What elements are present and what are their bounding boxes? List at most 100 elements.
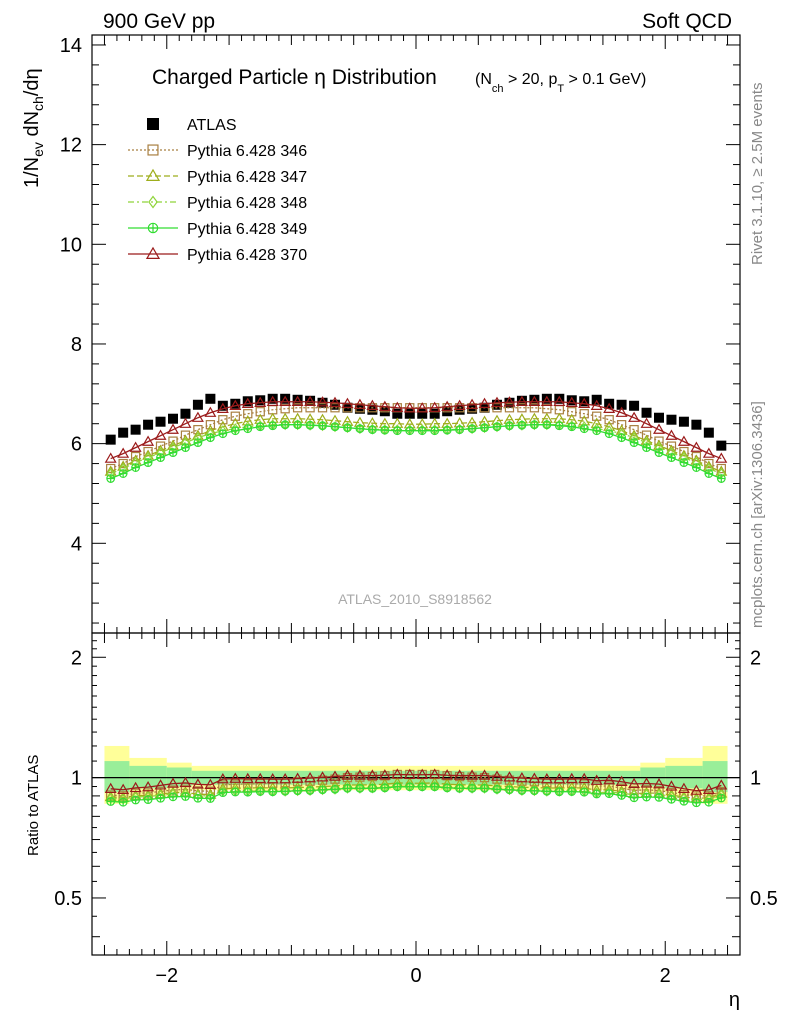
legend-label-pythia-6-428-347: Pythia 6.428 347 xyxy=(187,169,307,186)
point-pythia-6-428-348-32 xyxy=(505,420,514,432)
point-atlas-14 xyxy=(280,393,291,404)
point-pythia-6-428-349-9 xyxy=(218,429,228,439)
point-pythia-6-428-348-29 xyxy=(467,423,477,435)
ratio-point-pythia-6-428-370-49 xyxy=(715,779,728,790)
point-pythia-6-428-370-18 xyxy=(329,396,341,407)
y-tick-label-top-1: 6 xyxy=(71,434,82,456)
y-tick-label-ratio-right-1: 1 xyxy=(750,768,761,790)
point-pythia-6-428-346-11 xyxy=(243,409,253,419)
ratio-point-pythia-6-428-349-48 xyxy=(704,797,714,807)
ratio-point-pythia-6-428-348-31 xyxy=(492,783,502,795)
point-pythia-6-428-349-29 xyxy=(467,424,477,434)
ratio-point-pythia-6-428-349-41 xyxy=(617,790,627,800)
point-pythia-6-428-370-5 xyxy=(167,423,179,434)
point-pythia-6-428-370-16 xyxy=(304,395,317,406)
ratio-point-pythia-6-428-349-31 xyxy=(492,784,502,794)
ratio-point-pythia-6-428-348-35 xyxy=(542,785,551,797)
point-pythia-6-428-349-36 xyxy=(554,421,564,431)
point-pythia-6-428-346-16 xyxy=(305,403,315,413)
point-pythia-6-428-349-40 xyxy=(604,429,614,439)
ratio-point-pythia-6-428-370-39 xyxy=(590,774,603,785)
ratio-point-pythia-6-428-370-38 xyxy=(578,772,591,784)
point-atlas-4 xyxy=(155,416,166,427)
ratio-point-pythia-6-428-349-44 xyxy=(654,792,664,802)
point-pythia-6-428-370-46 xyxy=(677,435,690,446)
point-pythia-6-428-370-31 xyxy=(491,396,503,407)
point-atlas-31 xyxy=(492,399,502,410)
ratio-point-pythia-6-428-370-41 xyxy=(615,775,628,786)
point-pythia-6-428-346-43 xyxy=(641,430,652,440)
y-tick-label-top-2: 8 xyxy=(71,334,82,356)
ratio-point-pythia-6-428-349-40 xyxy=(604,789,614,799)
point-pythia-6-428-346-34 xyxy=(529,403,540,413)
point-pythia-6-428-348-33 xyxy=(517,419,527,431)
point-pythia-6-428-370-24 xyxy=(403,402,416,413)
point-pythia-6-428-348-34 xyxy=(530,419,539,431)
main-series-group xyxy=(104,393,728,483)
point-pythia-6-428-346-18 xyxy=(330,403,340,413)
ratio-point-pythia-6-428-349-47 xyxy=(691,798,701,808)
point-pythia-6-428-370-10 xyxy=(229,399,242,410)
ratio-point-pythia-6-428-349-33 xyxy=(517,786,527,795)
ratio-point-pythia-6-428-348-32 xyxy=(505,784,514,796)
point-pythia-6-428-349-31 xyxy=(492,422,502,432)
point-pythia-6-428-349-37 xyxy=(567,422,577,432)
ratio-point-pythia-6-428-370-37 xyxy=(565,772,578,784)
ratio-point-pythia-6-428-370-26 xyxy=(428,768,441,779)
series-pythia-6-428-347 xyxy=(104,412,728,476)
point-pythia-6-428-349-45 xyxy=(667,453,676,463)
ratio-point-pythia-6-428-370-7 xyxy=(191,778,204,789)
point-atlas-12 xyxy=(255,395,266,406)
ratio-point-pythia-6-428-370-18 xyxy=(329,770,341,781)
point-pythia-6-428-349-43 xyxy=(642,443,651,453)
point-pythia-6-428-370-26 xyxy=(428,401,441,412)
point-pythia-6-428-348-17 xyxy=(318,420,327,432)
ratio-point-pythia-6-428-370-17 xyxy=(316,771,329,782)
y-tick-label-ratio-left-2: 2 xyxy=(71,647,82,669)
ratio-point-pythia-6-428-370-40 xyxy=(603,774,616,785)
point-pythia-6-428-349-3 xyxy=(143,458,153,467)
ratio-point-pythia-6-428-370-20 xyxy=(353,769,366,780)
x-tick-label-0: −2 xyxy=(155,965,178,987)
point-atlas-36 xyxy=(554,393,565,404)
ratio-point-pythia-6-428-370-23 xyxy=(391,768,404,779)
ratio-point-pythia-6-428-370-10 xyxy=(229,772,242,783)
ratio-point-pythia-6-428-349-8 xyxy=(205,794,215,803)
point-atlas-8 xyxy=(205,393,216,404)
ratio-point-pythia-6-428-349-19 xyxy=(343,783,352,793)
ratio-point-pythia-6-428-348-17 xyxy=(318,784,327,796)
legend-entry-pythia-6-428-346: Pythia 6.428 346 xyxy=(128,143,307,160)
chart-subtitle: (Nch > 20, pT > 0.1 GeV) xyxy=(475,71,646,95)
ratio-line-pythia-6-428-346 xyxy=(110,773,722,797)
point-pythia-6-428-370-47 xyxy=(690,441,703,452)
series-line-pythia-6-428-348 xyxy=(110,424,722,475)
y-tick-label-top-0: 4 xyxy=(71,533,82,555)
ratio-point-pythia-6-428-349-7 xyxy=(193,793,203,803)
y-axis-label-top: 1/Nev dNch/dη xyxy=(21,68,46,188)
analysis-watermark: ATLAS_2010_S8918562 xyxy=(338,591,492,607)
point-pythia-6-428-349-49 xyxy=(716,474,726,483)
point-pythia-6-428-349-48 xyxy=(704,469,714,478)
point-pythia-6-428-349-41 xyxy=(617,433,627,443)
point-atlas-44 xyxy=(654,412,664,423)
point-atlas-26 xyxy=(429,408,440,419)
ratio-point-pythia-6-428-370-43 xyxy=(640,777,653,788)
ratio-point-pythia-6-428-349-39 xyxy=(592,789,602,799)
y-tick-label-ratio-right-0: 0.5 xyxy=(750,888,778,910)
point-pythia-6-428-349-35 xyxy=(542,420,552,430)
point-pythia-6-428-370-0 xyxy=(104,452,117,463)
y-axis-label-ratio: Ratio to ATLAS xyxy=(25,755,42,856)
point-pythia-6-428-349-12 xyxy=(255,422,265,432)
ratio-point-pythia-6-428-370-15 xyxy=(291,772,304,783)
point-atlas-46 xyxy=(678,416,689,427)
ratio-point-pythia-6-428-349-30 xyxy=(480,783,489,793)
point-pythia-6-428-349-26 xyxy=(430,426,440,436)
ratio-point-pythia-6-428-348-29 xyxy=(467,782,477,794)
ratio-point-pythia-6-428-348-15 xyxy=(293,785,302,797)
point-pythia-6-428-349-7 xyxy=(193,438,203,448)
y-tick-label-ratio-left-1: 1 xyxy=(71,768,82,790)
point-atlas-24 xyxy=(404,408,415,419)
ratio-point-pythia-6-428-349-35 xyxy=(542,786,552,796)
point-atlas-45 xyxy=(666,414,677,425)
ratio-point-pythia-6-428-370-30 xyxy=(478,769,491,780)
